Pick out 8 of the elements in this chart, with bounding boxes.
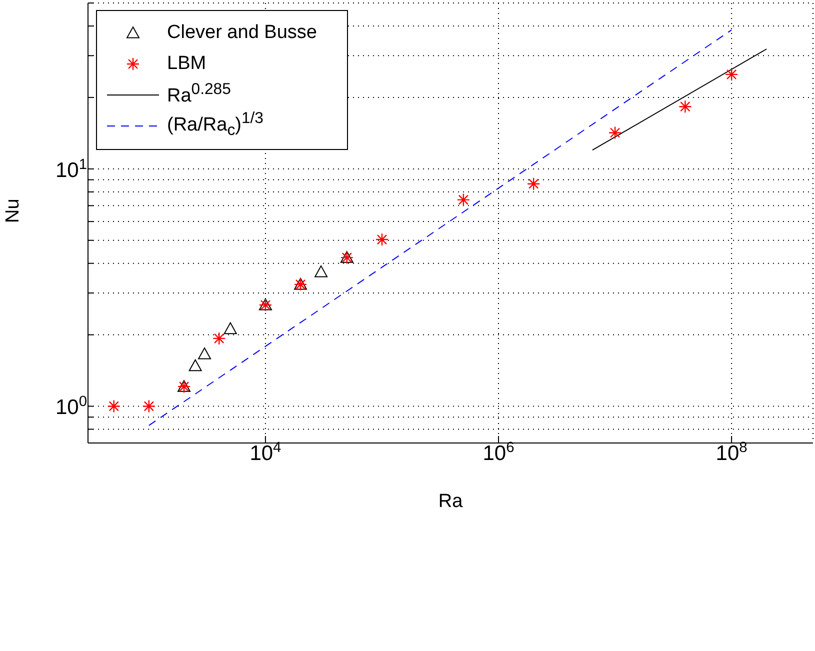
legend-label: (Ra/Ra$_{c}$)$^{1/3}$ — [167, 110, 264, 141]
legend-label: Ra$^{0.285}$ — [167, 81, 231, 108]
y-tick-label: 10$^{0}$ — [55, 394, 87, 420]
y-tick-label: 10$^{1}$ — [55, 156, 87, 182]
legend-label: LBM — [167, 52, 206, 74]
y-axis-title: Nu — [2, 198, 24, 223]
legend-label: Clever and Busse — [167, 22, 317, 44]
x-axis-title: Ra — [438, 491, 464, 512]
